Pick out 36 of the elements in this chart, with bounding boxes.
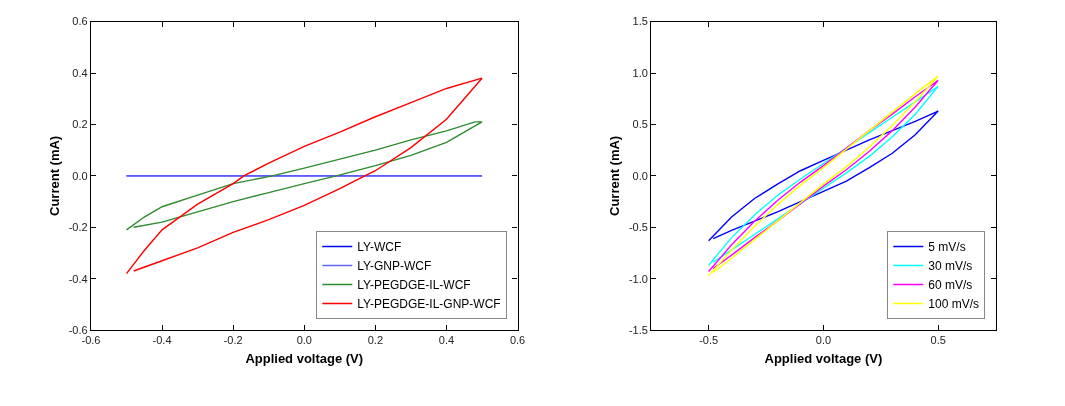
legend-label: 100 mV/s [928, 297, 980, 312]
x-tick-label: -0.6 [81, 334, 101, 347]
y-tick-label: -0.5 [628, 221, 648, 234]
legend-label: 5 mV/s [928, 240, 966, 255]
x-tick-label: 0.4 [438, 334, 455, 347]
y-tick-label: 0.4 [72, 66, 88, 79]
y-tick-label: 0.2 [72, 118, 88, 131]
y-tick-label: -0.2 [68, 221, 88, 234]
x-tick-label: 0.5 [930, 334, 946, 347]
legend-label: 60 mV/s [928, 278, 973, 293]
x-tick-label: -0.2 [223, 334, 243, 347]
x-tick-label: 0.6 [509, 334, 526, 347]
y-tick-label: 1.0 [632, 66, 648, 79]
x-tick-label: -0.4 [152, 334, 172, 347]
legend-label: 30 mV/s [928, 259, 973, 274]
x-tick-label: -0.5 [699, 334, 719, 347]
y-tick-label: -0.6 [68, 324, 88, 337]
y-tick-label: 0.5 [632, 118, 648, 131]
y-tick-label: 0.0 [72, 169, 88, 182]
y-tick-label: 0.6 [72, 15, 88, 28]
y-tick-label: -0.4 [68, 272, 88, 285]
x-axis-title: Applied voltage (V) [764, 351, 883, 367]
legend-label: LY-GNP-WCF [357, 259, 432, 274]
x-tick-label: 0.0 [815, 334, 832, 347]
y-tick-label: 1.5 [632, 15, 648, 28]
legend-label: LY-WCF [357, 240, 402, 255]
y-axis-title: Current (mA) [46, 135, 62, 216]
y-tick-label: -1.0 [628, 272, 648, 285]
legend-label: LY-PEGDGE-IL-WCF [357, 278, 471, 293]
y-axis-title: Current (mA) [606, 135, 622, 216]
x-axis-title: Applied voltage (V) [245, 351, 364, 367]
y-tick-label: -1.5 [628, 324, 648, 337]
x-tick-label: 0.2 [367, 334, 384, 347]
legend-label: LY-PEGDGE-IL-GNP-WCF [357, 297, 501, 312]
y-tick-label: 0.0 [632, 169, 648, 182]
x-tick-label: 0.0 [296, 334, 312, 347]
